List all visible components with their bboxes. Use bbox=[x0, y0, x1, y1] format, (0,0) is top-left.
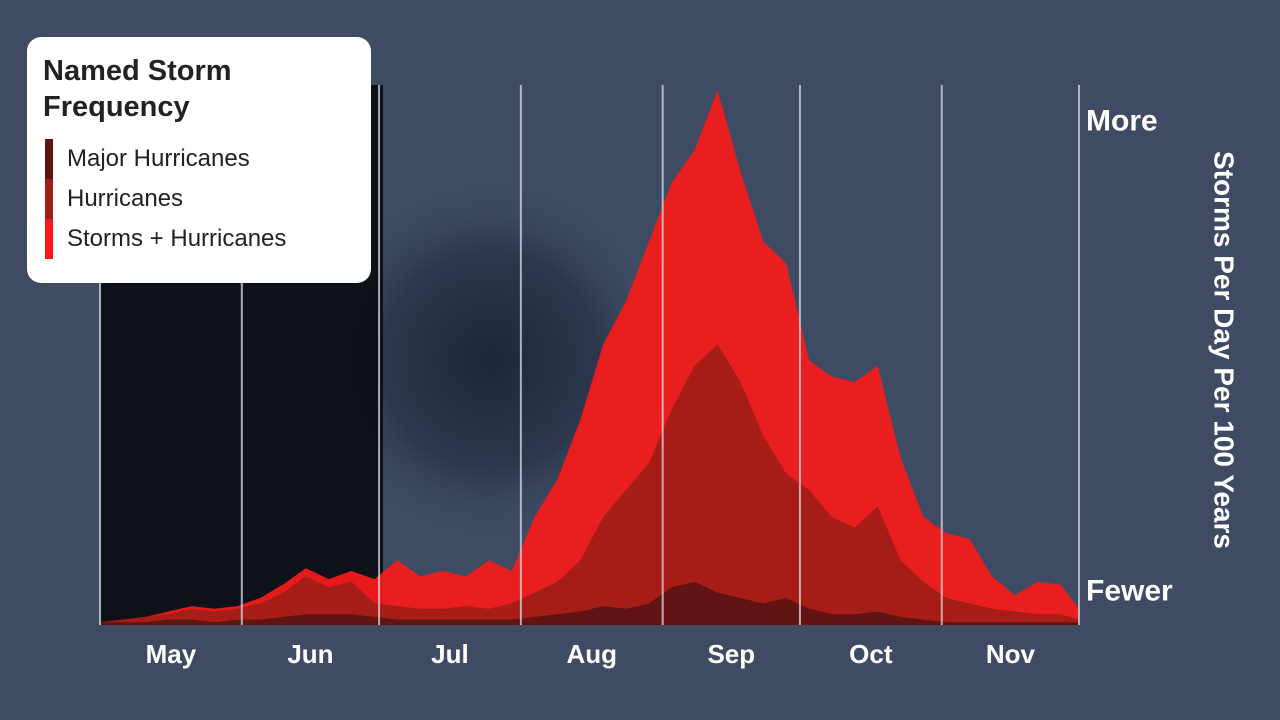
legend-label: Major Hurricanes bbox=[67, 145, 250, 172]
legend: Named Storm Frequency Major Hurricanes Hu… bbox=[27, 37, 371, 283]
x-tick-label: Nov bbox=[986, 639, 1036, 669]
legend-swatch bbox=[45, 139, 53, 179]
legend-item: Hurricanes bbox=[43, 179, 355, 219]
x-tick-label: Sep bbox=[707, 639, 755, 669]
x-tick-label: Aug bbox=[567, 639, 618, 669]
y-tick-label: More bbox=[1086, 105, 1158, 138]
x-tick-label: Oct bbox=[849, 639, 893, 669]
area bbox=[100, 581, 1079, 625]
x-tick-label: Jun bbox=[287, 639, 333, 669]
legend-label: Storms + Hurricanes bbox=[67, 225, 287, 252]
area bbox=[100, 90, 1079, 625]
legend-swatch bbox=[45, 179, 53, 219]
y-axis-title: Storms Per Day Per 100 Years bbox=[1209, 151, 1240, 549]
x-tick-label: Jul bbox=[431, 639, 469, 669]
legend-label: Hurricanes bbox=[67, 185, 184, 212]
legend-title: Named Storm Frequency bbox=[43, 55, 232, 123]
x-tick-label: May bbox=[146, 639, 197, 669]
legend-item: Major Hurricanes bbox=[43, 139, 355, 179]
legend-item: Storms + Hurricanes bbox=[43, 219, 355, 259]
legend-swatch bbox=[45, 219, 53, 259]
y-tick-label: Fewer bbox=[1086, 575, 1173, 608]
area bbox=[100, 344, 1079, 625]
